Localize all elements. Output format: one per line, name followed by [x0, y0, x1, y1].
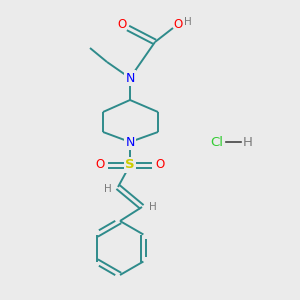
Text: O: O — [117, 17, 127, 31]
Text: H: H — [104, 184, 112, 194]
Text: H: H — [243, 136, 253, 148]
Text: H: H — [149, 202, 157, 212]
Text: O: O — [173, 17, 183, 31]
Text: H: H — [184, 17, 192, 27]
Text: N: N — [125, 71, 135, 85]
Text: S: S — [125, 158, 135, 172]
Text: Cl: Cl — [211, 136, 224, 148]
Text: O: O — [155, 158, 165, 172]
Text: N: N — [125, 136, 135, 148]
Text: O: O — [95, 158, 105, 172]
